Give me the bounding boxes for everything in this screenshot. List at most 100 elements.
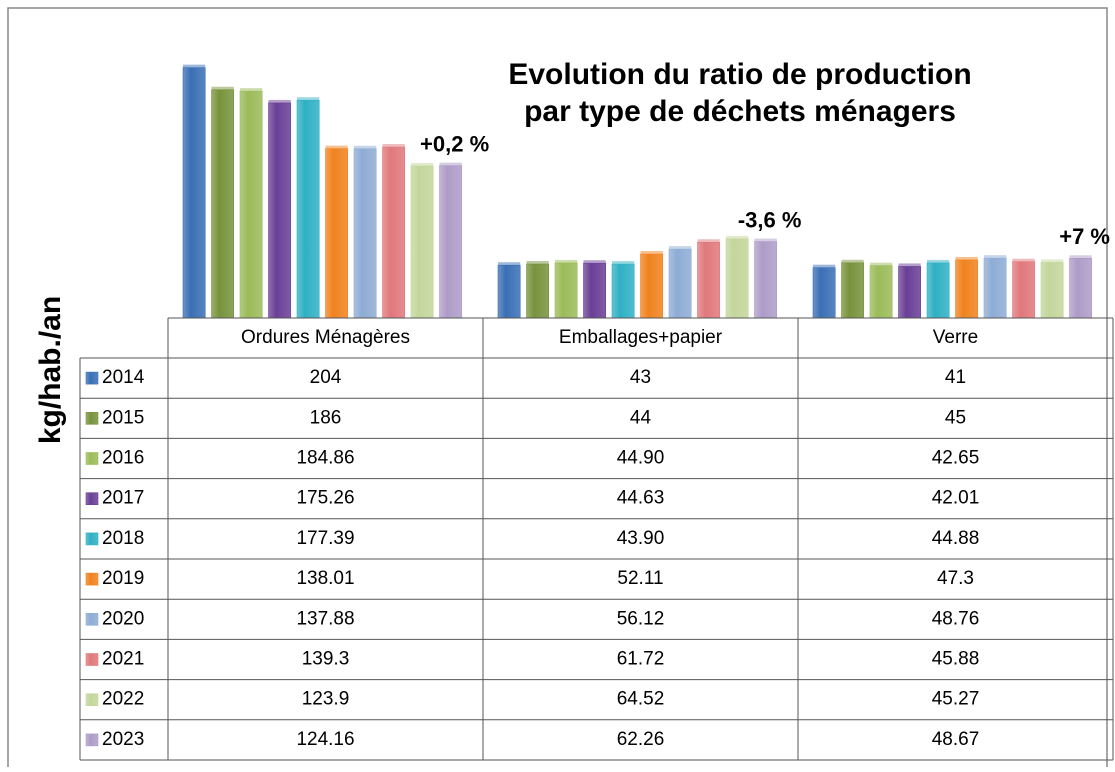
table-cell: 139.3 — [302, 649, 350, 670]
bar-top — [841, 259, 864, 263]
legend-label: 2014 — [102, 367, 145, 388]
table-cell: 48.76 — [932, 608, 980, 629]
table-cell: 43 — [630, 367, 651, 388]
table-cell: 177.39 — [296, 528, 354, 549]
bar-top — [697, 239, 720, 243]
bar — [554, 262, 578, 319]
bar — [382, 146, 406, 319]
legend-label: 2019 — [102, 568, 144, 589]
bar-top — [1012, 258, 1035, 262]
bar-top — [669, 246, 692, 250]
table-cell: 184.86 — [296, 448, 354, 469]
table-cell: 44 — [630, 407, 652, 428]
legend-label: 2021 — [102, 649, 144, 670]
bar — [211, 89, 235, 319]
bar-top — [927, 259, 950, 263]
bar-top — [354, 145, 377, 149]
bar — [725, 238, 749, 319]
bar — [526, 263, 550, 319]
bar-top — [498, 262, 521, 266]
bar — [1069, 257, 1093, 319]
table-cell: 44.63 — [617, 488, 665, 509]
legend-label: 2020 — [102, 608, 144, 629]
legend-label: 2018 — [102, 528, 144, 549]
bar-top — [183, 64, 206, 68]
bar — [812, 267, 836, 319]
bar-top — [1069, 255, 1092, 259]
legend-label: 2023 — [102, 729, 144, 750]
table-cell: 124.16 — [296, 729, 354, 750]
table-cell: 138.01 — [296, 568, 354, 589]
bar-top — [726, 235, 749, 239]
legend-marker — [85, 532, 99, 546]
bar-top — [555, 259, 578, 263]
table-cell: 44.88 — [932, 528, 980, 549]
bar — [754, 241, 778, 319]
table-cell: 62.26 — [617, 729, 665, 750]
bar-top — [268, 99, 291, 103]
legend-label: 2022 — [102, 689, 144, 710]
legend-marker — [85, 612, 99, 626]
bar-top — [583, 260, 606, 264]
table-cell: 56.12 — [617, 608, 665, 629]
bar-top — [240, 88, 263, 92]
table-cell: 186 — [310, 407, 342, 428]
bar — [268, 102, 292, 319]
bar — [182, 67, 206, 319]
table-cell: 48.67 — [932, 729, 980, 750]
bar — [869, 265, 893, 319]
table-cell: 61.72 — [617, 649, 665, 670]
bar — [898, 266, 922, 319]
table-cell: 47.3 — [937, 568, 974, 589]
legend-marker — [85, 371, 99, 385]
table-cell: 41 — [945, 367, 966, 388]
chart-border — [7, 7, 1108, 772]
bar — [611, 263, 635, 319]
bar — [439, 165, 463, 319]
bar — [239, 90, 263, 319]
bar-top — [898, 263, 921, 267]
bar-top — [1041, 259, 1064, 263]
bar — [497, 264, 521, 319]
bar — [841, 262, 865, 319]
legend-marker — [85, 733, 99, 747]
chart-title: Evolution du ratio de production — [508, 58, 971, 91]
y-axis-label: kg/hab./an — [34, 296, 67, 444]
bar-top — [382, 144, 405, 148]
bar-top — [411, 162, 434, 166]
legend-label: 2017 — [102, 488, 144, 509]
table-cell: 204 — [310, 367, 342, 388]
bar-top — [297, 97, 320, 101]
bar — [668, 248, 692, 319]
bar-top — [955, 256, 978, 260]
bar — [640, 253, 664, 319]
table-cell: 175.26 — [296, 488, 354, 509]
bar-top — [526, 261, 549, 264]
bar-top — [439, 162, 462, 166]
table-cell: 123.9 — [302, 689, 350, 710]
bar — [1012, 261, 1036, 319]
legend-label: 2015 — [102, 407, 144, 428]
x-tick-label: Ordures Ménagères — [241, 327, 410, 348]
table-cell: 44.90 — [617, 448, 665, 469]
table-cell: 43.90 — [617, 528, 665, 549]
legend-marker — [85, 492, 99, 506]
annotation: +0,2 % — [420, 131, 489, 156]
bar-top — [325, 145, 348, 149]
table-cell: 42.01 — [932, 488, 980, 509]
table-cell: 52.11 — [617, 568, 663, 589]
bar-top — [813, 264, 836, 268]
bar — [1040, 262, 1064, 319]
bar — [583, 262, 607, 319]
table-cell: 45 — [945, 407, 966, 428]
table-cell: 45.27 — [932, 689, 980, 710]
x-tick-label: Emballages+papier — [559, 327, 723, 348]
bar — [410, 165, 434, 319]
bar — [353, 148, 377, 319]
legend-marker — [85, 653, 99, 666]
bar-top — [754, 238, 777, 242]
annotation: -3,6 % — [738, 207, 802, 232]
bar — [955, 259, 979, 319]
legend-marker — [85, 693, 99, 707]
